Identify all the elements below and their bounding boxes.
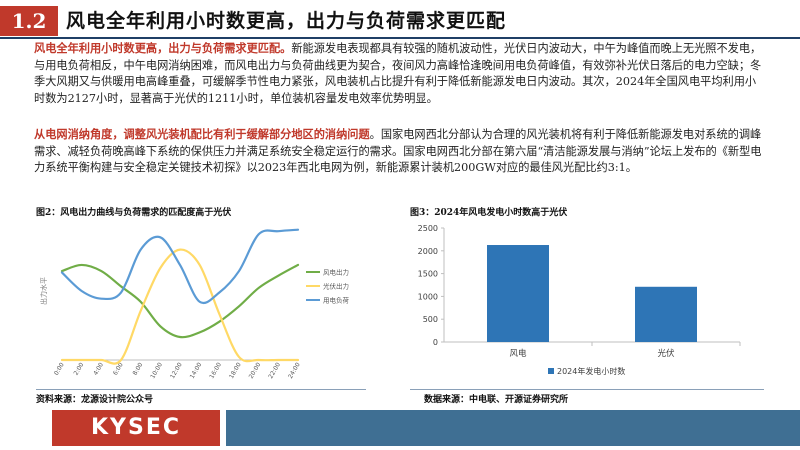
header-divider xyxy=(0,37,800,39)
x-tick-label: 4:00 xyxy=(92,361,105,376)
paragraph1-body: 新能源发电表现都具有较强的随机波动性，光伏日内波动大，中午为峰值而晚上无光照不发… xyxy=(34,42,762,105)
x-tick-label: 16:00 xyxy=(208,361,223,380)
x-tick-label: 22:00 xyxy=(267,361,282,380)
x-tick-label: 12:00 xyxy=(169,361,184,380)
x-tick-label: 14:00 xyxy=(189,361,204,380)
legend-label: 光伏出力 xyxy=(323,282,349,291)
y-tick-label: 0 xyxy=(433,338,438,347)
y-tick-label: 2000 xyxy=(418,247,438,256)
page-title: 风电全年利用小时数更高，出力与负荷需求更匹配 xyxy=(66,10,507,32)
y-tick-label: 1500 xyxy=(418,270,438,279)
x-tick-label: 18:00 xyxy=(228,361,243,380)
legend-label: 用电负荷 xyxy=(323,296,350,305)
series-line-用电负荷 xyxy=(60,228,300,305)
figure2-source: 资料来源：龙源设计院公众号 xyxy=(36,395,154,405)
x-tick-label: 风电 xyxy=(509,348,527,359)
page-footer: KYSEC xyxy=(0,410,800,450)
bar-风电 xyxy=(487,245,549,342)
x-tick-label: 光伏 xyxy=(657,348,675,359)
logo-text: KYSEC xyxy=(91,415,181,440)
paragraph-wind-utilization: 风电全年利用小时数更高，出力与负荷需求更匹配。新能源发电表现都具有较强的随机波动… xyxy=(34,40,762,107)
legend-label: 2024年发电小时数 xyxy=(557,366,625,376)
x-tick-label: 24:00 xyxy=(287,361,302,380)
series-line-风电出力 xyxy=(60,263,300,339)
bar-光伏 xyxy=(635,286,697,342)
y-tick-label: 2500 xyxy=(418,224,438,233)
paragraph-grid-consumption: 从电网消纳角度，调整风光装机配比有利于缓解部分地区的消纳问题。国家电网西北分部认… xyxy=(34,126,762,177)
kysec-logo: KYSEC xyxy=(52,410,220,446)
x-tick-label: 8:00 xyxy=(132,361,145,376)
figure3-bar-chart: 0 500 1000 1500 2000 2500 风电 光伏 2024年发电小时数 xyxy=(418,224,741,376)
page-header: 1.2 风电全年利用小时数更高，出力与负荷需求更匹配 xyxy=(0,0,800,40)
x-tick-label: 20:00 xyxy=(248,361,263,380)
paragraph2-body: 。国家电网西北分部认为合理的风光装机将有利于降低新能源发电对系统的调峰需求、减轻… xyxy=(34,128,762,175)
legend-swatch xyxy=(548,368,554,374)
figure3-source-rule xyxy=(410,389,764,390)
y-tick-label: 500 xyxy=(423,315,438,324)
figure3-source: 数据来源：中电联、开源证券研究所 xyxy=(424,395,569,405)
section-number-badge: 1.2 xyxy=(0,6,58,36)
figure3-title: 图3：2024年风电发电小时数高于光伏 xyxy=(410,208,568,218)
x-tick-label: 2:00 xyxy=(73,361,86,376)
y-tick-label: 1000 xyxy=(418,292,438,301)
figure2-source-rule xyxy=(36,389,366,390)
x-tick-label: 0:00 xyxy=(53,361,66,376)
legend-label: 风电出力 xyxy=(323,268,349,277)
figure2-title: 图2：风电出力曲线与负荷需求的匹配度高于光伏 xyxy=(36,208,232,218)
paragraph1-lead: 风电全年利用小时数更高，出力与负荷需求更匹配。 xyxy=(34,41,292,55)
x-tick-label: 10:00 xyxy=(149,361,164,380)
series-line-光伏出力 xyxy=(60,248,300,365)
paragraph2-lead: 从电网消纳角度，调整风光装机配比有利于缓解部分地区的消纳问题 xyxy=(34,127,370,141)
y-axis-label: 出力水平 xyxy=(39,277,48,305)
footer-bar xyxy=(226,410,800,446)
